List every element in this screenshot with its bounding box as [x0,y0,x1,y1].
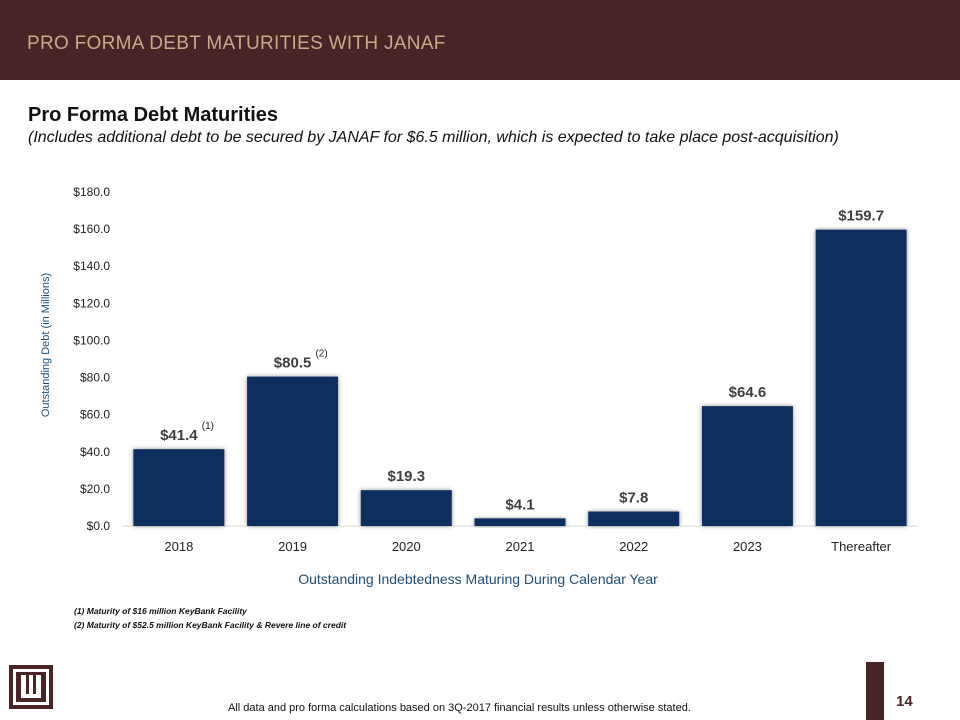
x-tick-label: 2022 [619,539,648,554]
y-tick-label: $0.0 [87,519,111,533]
x-tick-label: 2019 [278,539,307,554]
footnote-marker-2019: (2) [315,349,327,360]
section-title: Pro Forma Debt Maturities [28,104,279,126]
x-tick-label: 2023 [733,539,762,554]
data-label-2020: $19.3 [388,468,426,485]
section-subtitle: (Includes additional debt to be secured … [28,129,839,146]
bar-2022 [588,511,680,526]
y-tick-label: $40.0 [80,445,110,459]
data-label-2018: $41.4 [160,427,198,444]
data-label-thereafter: $159.7 [838,208,884,225]
y-axis-label: Outstanding Debt (in Millions) [40,273,52,417]
y-tick-label: $160.0 [73,222,110,236]
footer-disclaimer: All data and pro forma calculations base… [228,702,691,714]
bar-thereafter [815,229,907,526]
header-bar: PRO FORMA DEBT MATURITIES WITH JANAF [0,0,960,80]
y-tick-label: $100.0 [73,333,110,347]
bar-2019 [247,376,339,526]
footnote-marker-2018: (1) [202,421,214,432]
footnotes: (1) Maturity of $16 million KeyBank Faci… [74,604,346,632]
x-axis-label: Outstanding Indebtedness Maturing During… [298,571,658,587]
x-tick-label: 2020 [392,539,421,554]
header-title: PRO FORMA DEBT MATURITIES WITH JANAF [27,33,446,54]
y-tick-label: $120.0 [73,296,110,310]
bar-2021 [474,518,566,526]
x-tick-label: 2021 [506,539,535,554]
y-tick-label: $80.0 [80,371,110,385]
y-tick-label: $180.0 [73,185,110,199]
bar-2020 [360,490,452,526]
company-logo-icon [9,665,53,709]
bar-2018 [133,449,225,526]
data-label-2022: $7.8 [619,490,648,507]
x-tick-label: Thereafter [831,539,892,554]
x-tick-label: 2018 [164,539,193,554]
data-label-2023: $64.6 [729,384,767,401]
y-tick-label: $140.0 [73,259,110,273]
debt-maturities-chart: $0.0 $20.0 $40.0 $60.0 $80.0 $100.0 $120.0 $140… [40,185,918,587]
footnote-2: (2) Maturity of $52.5 million KeyBank Fa… [74,620,347,630]
data-label-2019: $80.5 [274,355,312,372]
y-tick-label: $60.0 [80,408,110,422]
y-tick-label: $20.0 [80,482,110,496]
bar-2023 [701,406,793,526]
page-number: 14 [896,693,913,710]
page-tab [866,662,884,720]
data-label-2021: $4.1 [505,496,534,513]
footnote-1: (1) Maturity of $16 million KeyBank Faci… [74,606,247,616]
